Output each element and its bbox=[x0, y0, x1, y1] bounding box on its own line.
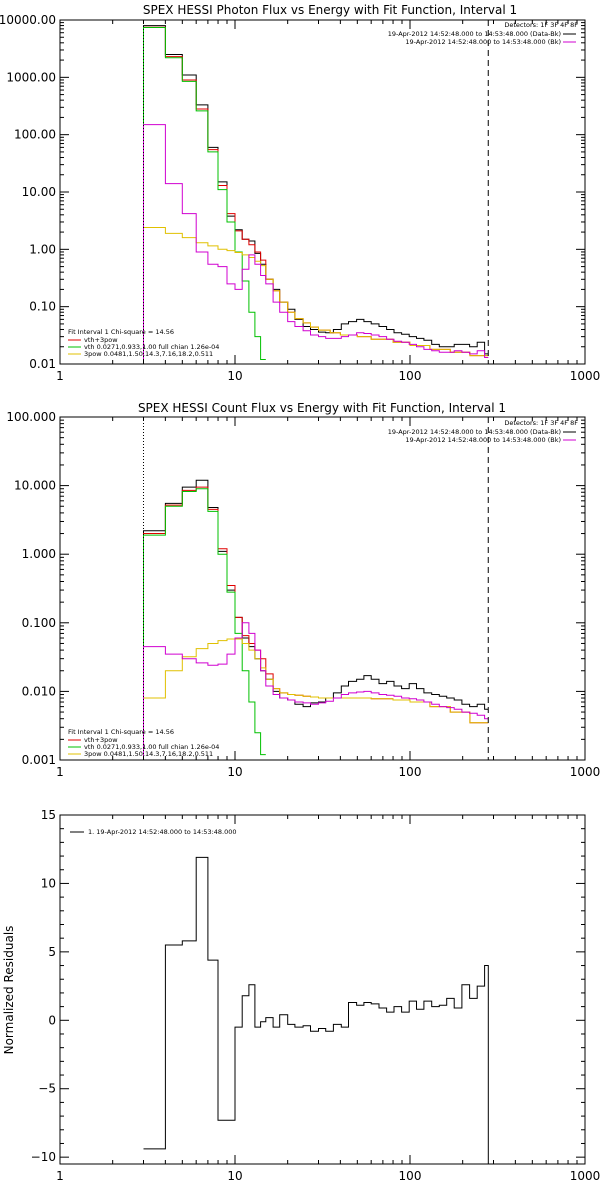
legend-vth: vth 0.0271,0.933,1.00 full chian 1.26e-0… bbox=[84, 343, 219, 351]
series-bk bbox=[143, 622, 489, 760]
header-data-bk: 19-Apr-2012 14:52:48.000 to 14:53:48.000… bbox=[388, 428, 561, 436]
y-axis-label: Normalized Residuals bbox=[2, 926, 16, 1055]
header-detectors: Detectors: 1F 3F 4F 8F bbox=[504, 419, 578, 427]
plot-series-group bbox=[143, 25, 489, 364]
fit-legend: Fit Interval 1 Chi-square = 14.56 vth+3p… bbox=[68, 328, 219, 358]
axis-ticks: 1 10 100 1000 0.01 0.10 1.00 10.00 100.00 1000.00… bbox=[0, 13, 600, 383]
vertical-markers bbox=[142, 20, 489, 364]
y-tick-label: −5 bbox=[38, 1082, 56, 1096]
residual-legend: 1. 19-Apr-2012 14:52:48.000 to 14:53:48.… bbox=[70, 828, 237, 836]
y-tick-label: 15 bbox=[41, 808, 56, 822]
photon-flux-plot: SPEX HESSI Photon Flux vs Energy with Fi… bbox=[0, 3, 600, 383]
header-data-bk: 19-Apr-2012 14:52:48.000 to 14:53:48.000… bbox=[388, 30, 561, 38]
y-tick-label: 1.00 bbox=[29, 242, 56, 256]
vertical-markers bbox=[142, 417, 489, 760]
y-tick-label: 0.01 bbox=[29, 357, 56, 371]
header-bk: 19-Apr-2012 14:52:48.000 to 14:53:48.000… bbox=[405, 38, 561, 46]
y-tick-label: 0.100 bbox=[22, 616, 56, 630]
series-total_fit bbox=[143, 26, 489, 364]
y-tick-label: 10.00 bbox=[22, 185, 56, 199]
x-tick-label: 1000 bbox=[570, 1169, 600, 1183]
legend-fit-interval: Fit Interval 1 Chi-square = 14.56 bbox=[68, 728, 174, 736]
axis-ticks: 1 10 100 1000 0.001 0.010 0.100 1.000 10.000 100.… bbox=[6, 410, 600, 779]
fit-legend: Fit Interval 1 Chi-square = 14.56 vth+3p… bbox=[68, 728, 219, 758]
series-vth bbox=[143, 488, 266, 760]
x-tick-label: 10 bbox=[227, 369, 242, 383]
series-pow3 bbox=[143, 638, 489, 760]
series-vth bbox=[143, 27, 266, 364]
y-tick-label: 10.000 bbox=[14, 479, 56, 493]
y-tick-label: −10 bbox=[31, 1150, 56, 1164]
x-tick-label: 100 bbox=[399, 1169, 422, 1183]
legend-interval: 1. 19-Apr-2012 14:52:48.000 to 14:53:48.… bbox=[88, 828, 237, 836]
legend-pow3: 3pow 0.0481,1.50,14.3,7.16,18.2,0.511 bbox=[84, 750, 213, 758]
y-tick-label: 10000.00 bbox=[0, 13, 56, 27]
y-tick-label: 10 bbox=[41, 876, 56, 890]
x-tick-label: 1000 bbox=[570, 765, 600, 779]
y-tick-label: 5 bbox=[48, 945, 56, 959]
plot-series-group bbox=[143, 856, 489, 1164]
residuals-plot: 1 10 100 1000 −10 −5 0 5 10 15 Normalized Residua… bbox=[2, 808, 600, 1183]
legend-total: vth+3pow bbox=[84, 736, 118, 744]
x-tick-label: 10 bbox=[227, 765, 242, 779]
y-tick-label: 0.010 bbox=[22, 684, 56, 698]
header-detectors: Detectors: 1F 3F 4F 8F bbox=[504, 21, 578, 29]
x-tick-label: 1 bbox=[56, 369, 64, 383]
legend-vth: vth 0.0271,0.933,1.00 full chian 1.26e-0… bbox=[84, 743, 219, 751]
x-tick-label: 1000 bbox=[570, 369, 600, 383]
y-tick-label: 100.00 bbox=[14, 128, 56, 142]
plot-frame bbox=[59, 416, 586, 761]
plot-title: SPEX HESSI Count Flux vs Energy with Fit… bbox=[138, 401, 506, 415]
x-tick-label: 1 bbox=[56, 765, 64, 779]
series-bk bbox=[143, 124, 489, 364]
y-tick-label: 1.000 bbox=[22, 547, 56, 561]
y-tick-label: 0.001 bbox=[22, 753, 56, 767]
y-tick-label: 100.000 bbox=[6, 410, 56, 424]
plot-frame bbox=[59, 19, 586, 365]
axis-ticks: 1 10 100 1000 −10 −5 0 5 10 15 bbox=[31, 808, 600, 1183]
series-resid bbox=[143, 856, 489, 1164]
count-flux-plot: SPEX HESSI Count Flux vs Energy with Fit… bbox=[6, 401, 600, 779]
x-tick-label: 10 bbox=[227, 1169, 242, 1183]
x-tick-label: 1 bbox=[56, 1169, 64, 1183]
x-tick-label: 100 bbox=[399, 369, 422, 383]
series-total_fit bbox=[143, 486, 489, 760]
y-tick-label: 1000.00 bbox=[6, 70, 56, 84]
x-tick-label: 100 bbox=[399, 765, 422, 779]
y-tick-label: 0 bbox=[48, 1013, 56, 1027]
legend-pow3: 3pow 0.0481,1.50,14.3,7.16,18.2,0.511 bbox=[84, 350, 213, 358]
header-legend: Detectors: 1F 3F 4F 8F 19-Apr-2012 14:52… bbox=[388, 419, 579, 444]
series-data_bk bbox=[143, 25, 489, 364]
legend-fit-interval: Fit Interval 1 Chi-square = 14.56 bbox=[68, 328, 174, 336]
legend-total: vth+3pow bbox=[84, 336, 118, 344]
series-data_bk bbox=[143, 479, 489, 760]
header-bk: 19-Apr-2012 14:52:48.000 to 14:53:48.000… bbox=[405, 436, 561, 444]
header-legend: Detectors: 1F 3F 4F 8F 19-Apr-2012 14:52… bbox=[388, 21, 579, 46]
plot-series-group bbox=[143, 479, 489, 760]
plot-frame bbox=[59, 814, 586, 1165]
y-tick-label: 0.10 bbox=[29, 300, 56, 314]
plot-title: SPEX HESSI Photon Flux vs Energy with Fi… bbox=[143, 3, 517, 17]
